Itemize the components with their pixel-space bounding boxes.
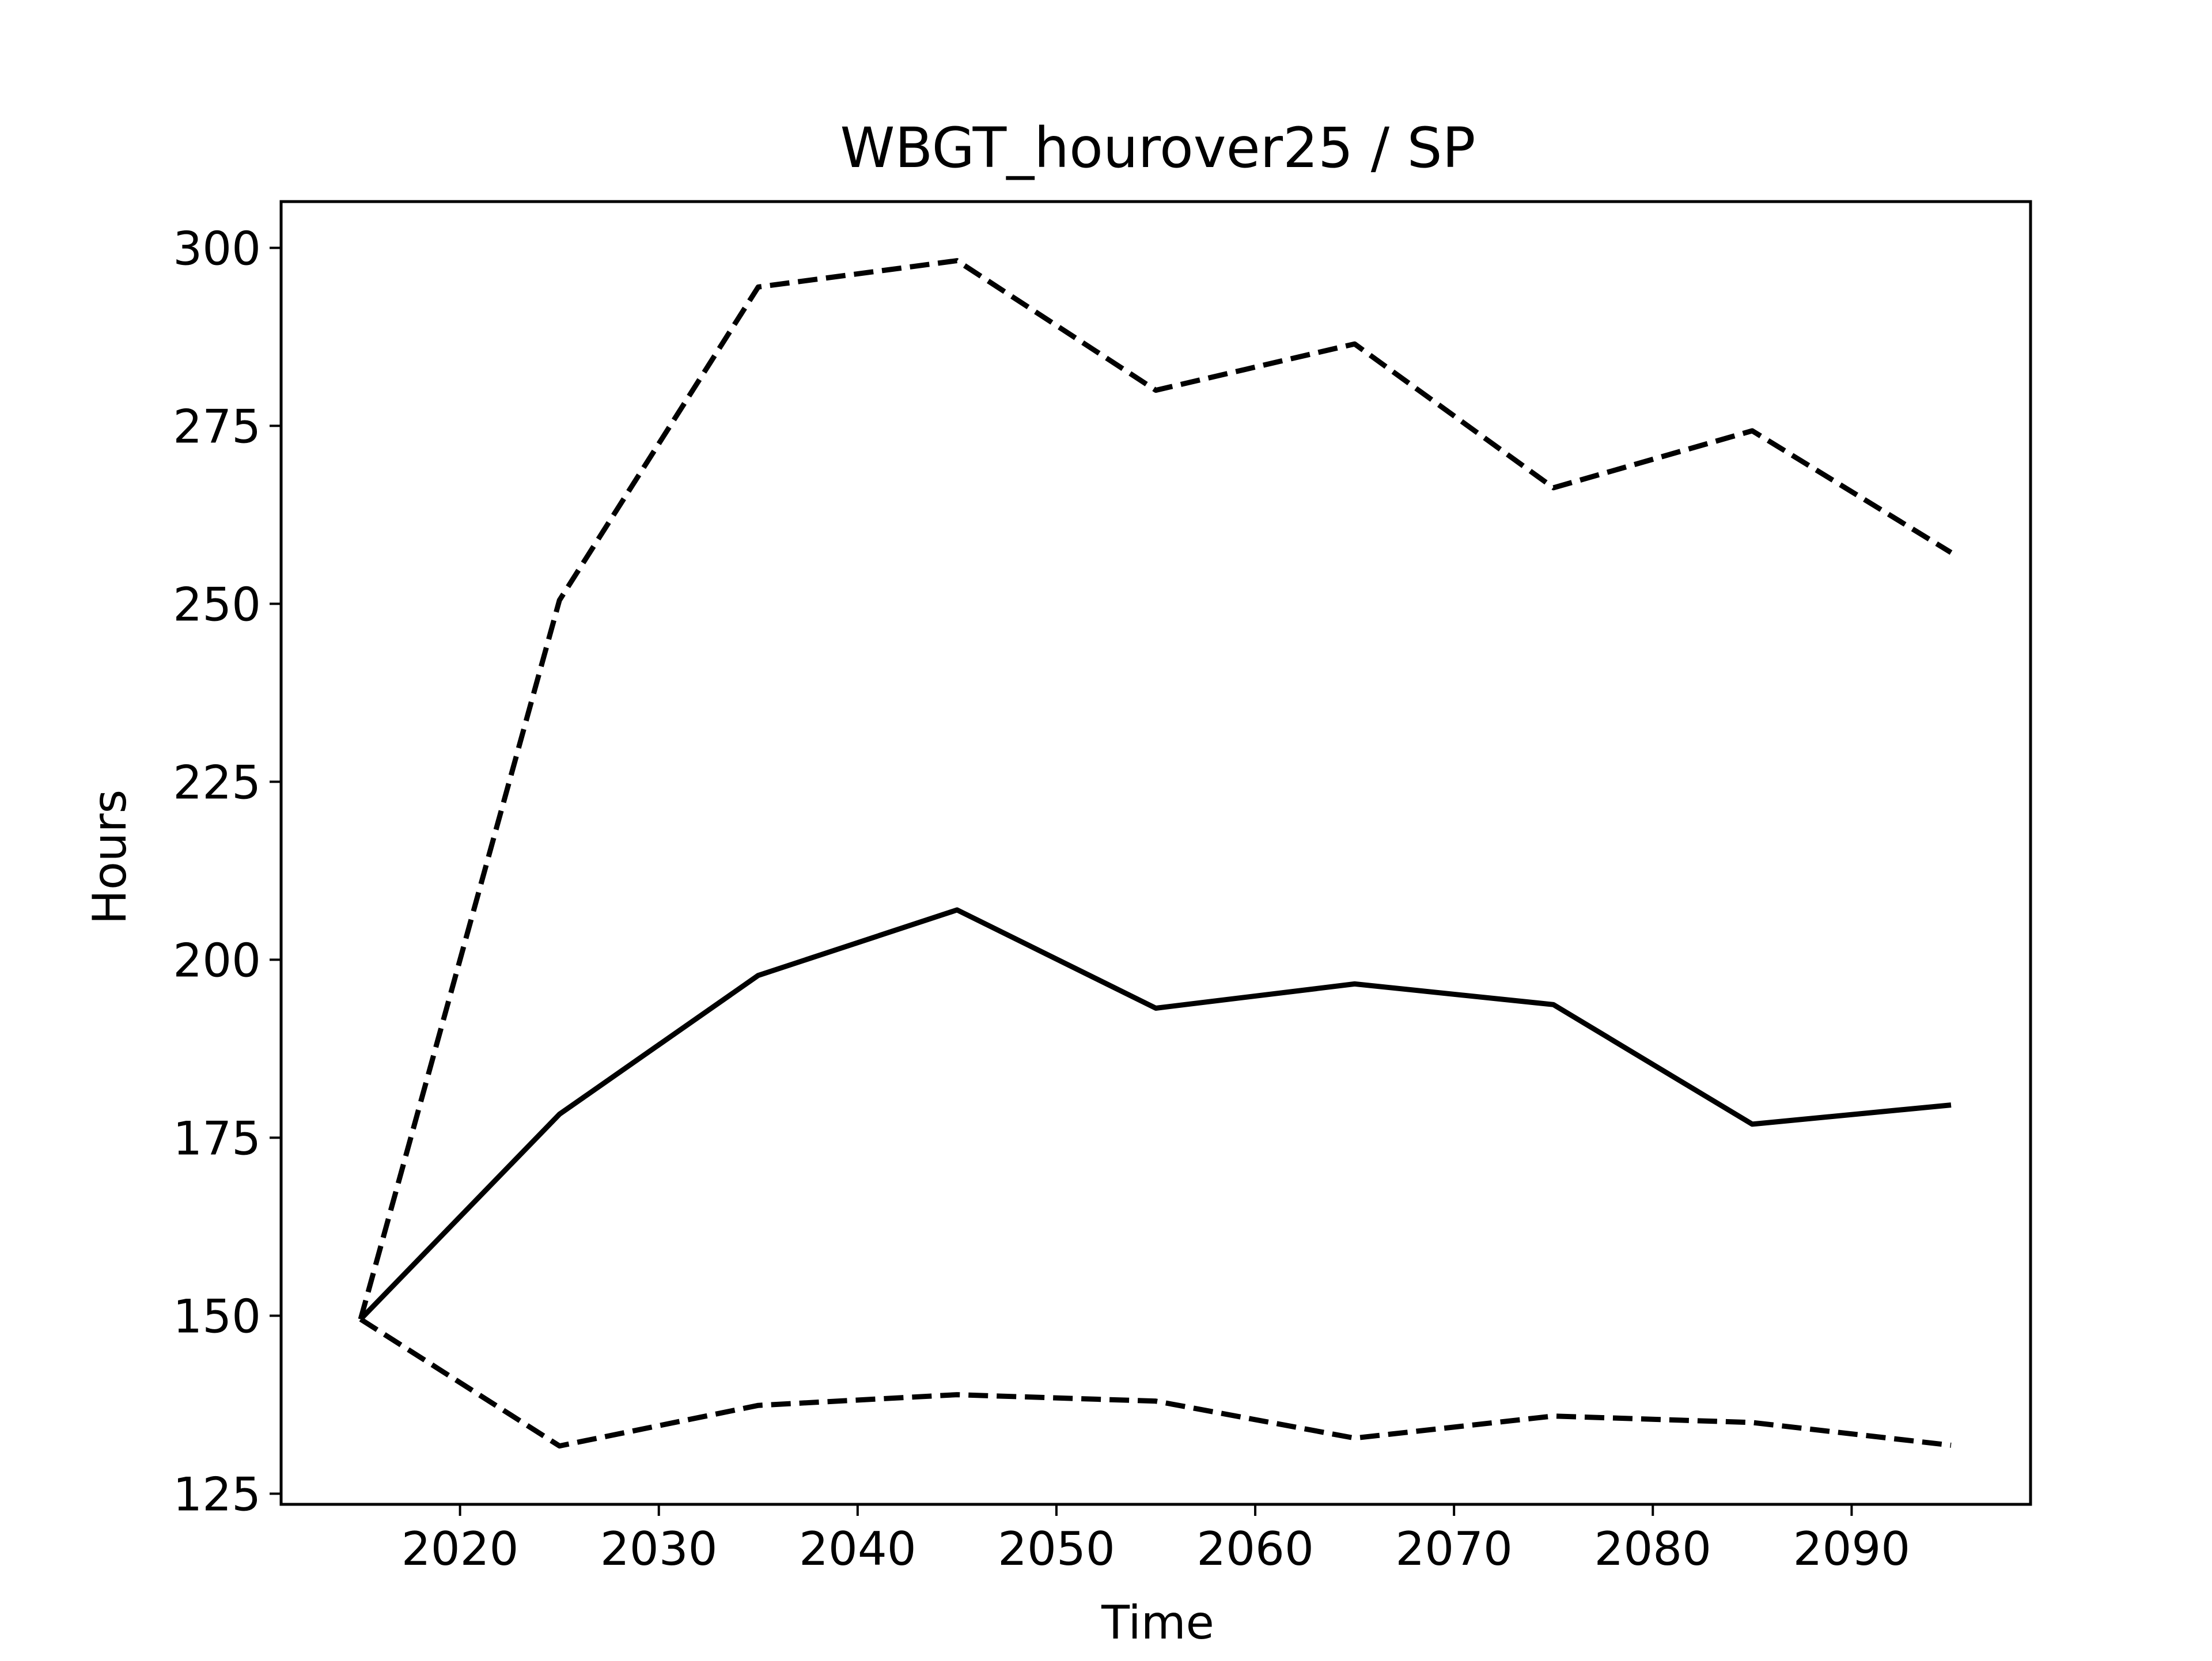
- x-tick-label: 2030: [600, 1522, 718, 1576]
- series-layer: [358, 258, 1953, 1449]
- series-line-lower-dashed: [359, 1317, 1952, 1449]
- y-tick-label: 250: [173, 578, 261, 631]
- series-line-upper-dashed: [358, 258, 1953, 1320]
- y-tick-label: 150: [173, 1290, 261, 1343]
- y-axis-ticks: 125 150 175 200 225 250 275 300: [173, 222, 281, 1521]
- x-tick-label: 2060: [1196, 1522, 1314, 1576]
- y-axis-label: Hours: [83, 790, 137, 924]
- x-axis-label: Time: [1101, 1596, 1214, 1649]
- y-tick-label: 225: [173, 756, 261, 809]
- x-tick-label: 2020: [402, 1522, 519, 1576]
- x-axis-ticks: 2020 2030 2040 2050 2060 2070 2080 2090: [402, 1504, 1910, 1576]
- y-tick-label: 175: [173, 1112, 261, 1165]
- plot-area-frame: [279, 200, 2032, 1506]
- x-tick-label: 2040: [799, 1522, 916, 1576]
- y-tick-label: 275: [173, 400, 261, 453]
- y-tick-label: 300: [173, 222, 261, 275]
- chart-title: WBGT_hourover25 / SP: [840, 116, 1476, 180]
- y-tick-label: 200: [173, 934, 261, 987]
- x-tick-label: 2090: [1793, 1522, 1911, 1576]
- y-tick-label: 125: [173, 1467, 261, 1521]
- x-tick-label: 2080: [1594, 1522, 1711, 1576]
- x-tick-label: 2050: [998, 1522, 1115, 1576]
- x-tick-label: 2070: [1395, 1522, 1513, 1576]
- series-line-middle-solid: [358, 907, 1952, 1321]
